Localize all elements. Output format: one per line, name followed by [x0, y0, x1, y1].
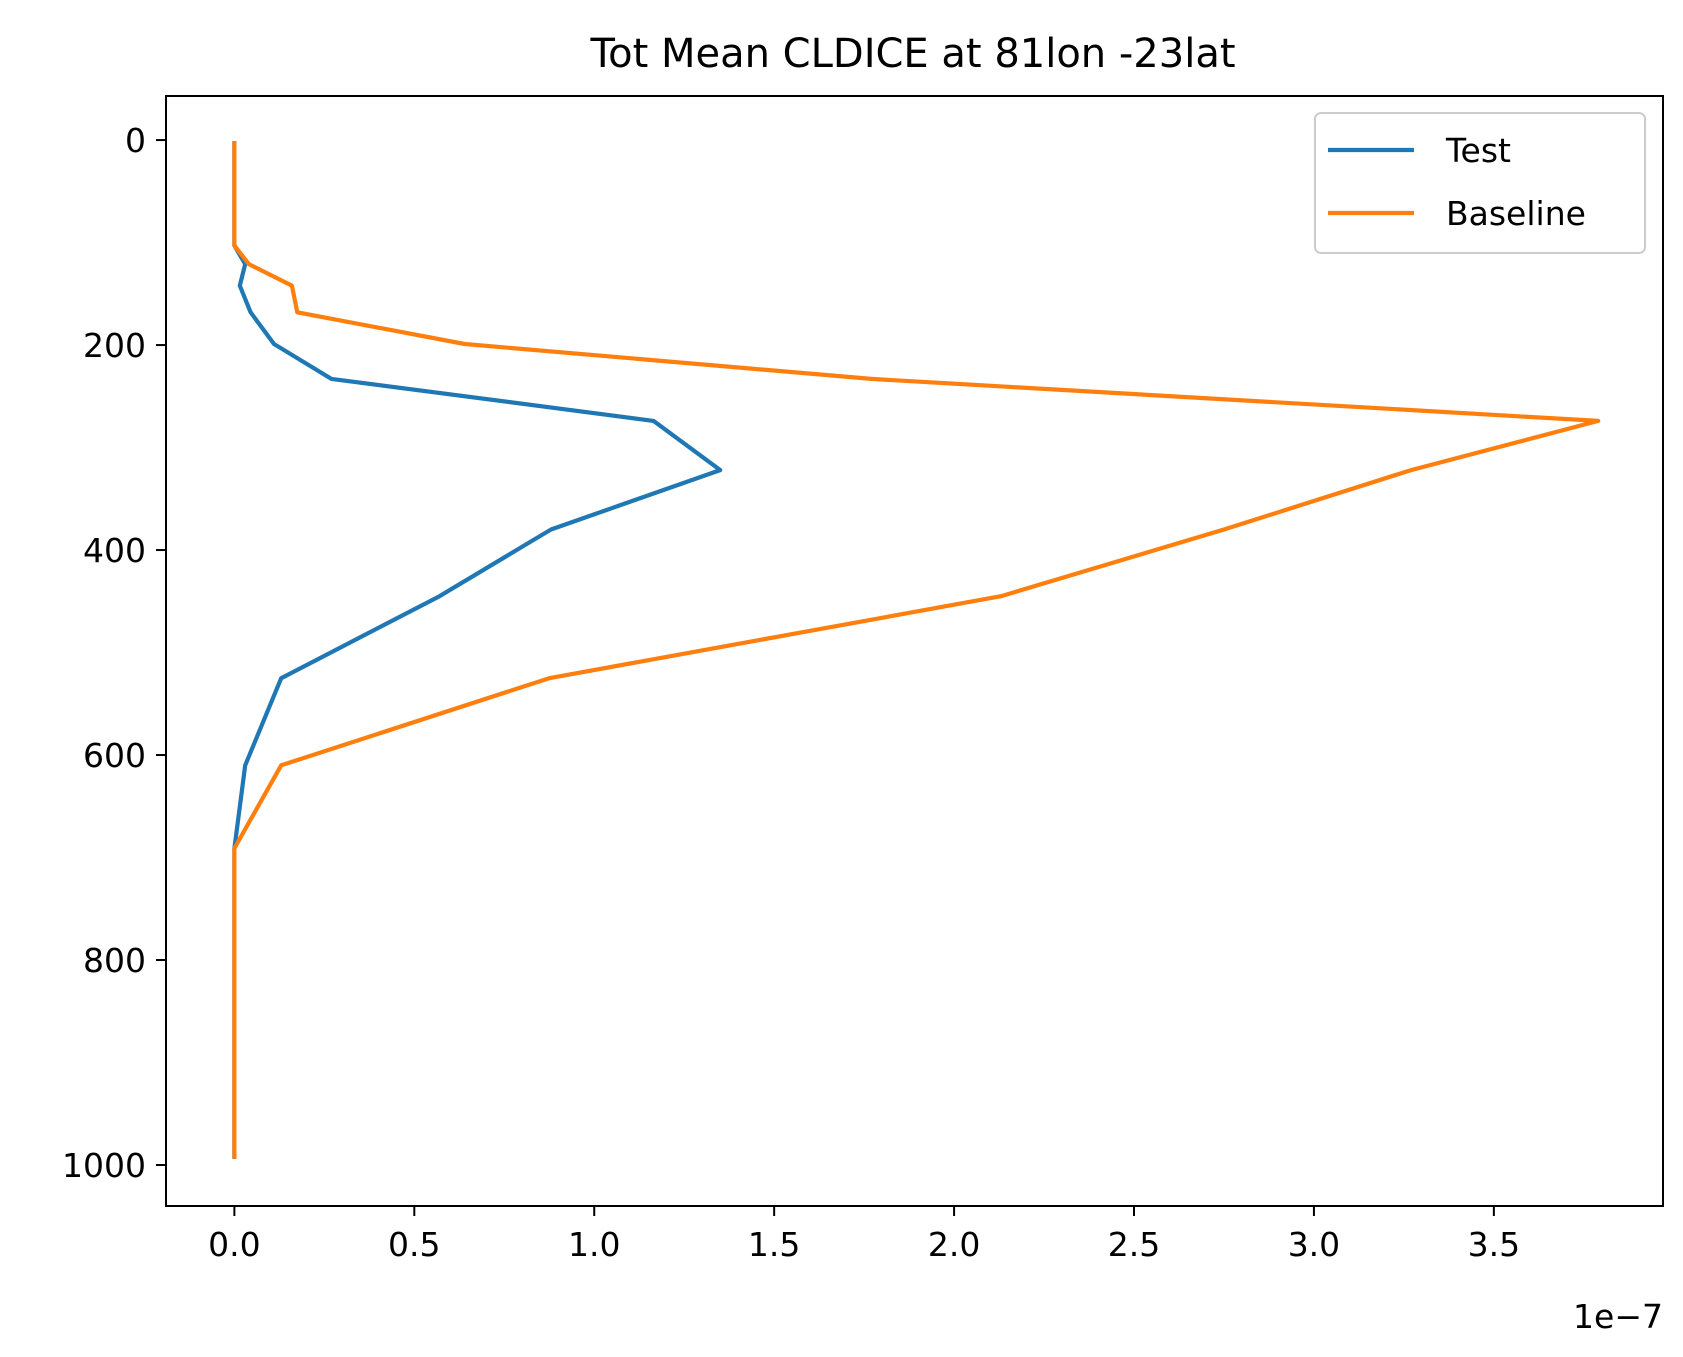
y-tick-label: 800: [83, 941, 146, 980]
series-layer: [232, 141, 1601, 1159]
axes-frame: [165, 95, 1664, 1207]
x-tick-label: 1.0: [568, 1225, 620, 1264]
x-tick-label: 0.0: [208, 1225, 260, 1264]
plot-area: [232, 141, 1601, 1159]
y-tick-label: 200: [83, 326, 146, 365]
legend-label: Test: [1445, 131, 1511, 170]
legend: Test Baseline: [1314, 112, 1646, 254]
x-tick-label: 3.5: [1468, 1225, 1520, 1264]
x-tick-label: 1.5: [748, 1225, 800, 1264]
y-tick-label: 600: [83, 736, 146, 775]
y-tick-label: 400: [83, 531, 146, 570]
x-tick-label: 2.5: [1108, 1225, 1160, 1264]
x-tick-label: 0.5: [388, 1225, 440, 1264]
y-axis: 0 200 400 600 800 1000: [62, 121, 166, 1185]
legend-label: Baseline: [1446, 194, 1586, 233]
x-tick-label: 2.0: [928, 1225, 980, 1264]
series-line-baseline: [232, 141, 1601, 1159]
chart-title: Tot Mean CLDICE at 81lon -23lat: [589, 31, 1235, 77]
x-axis: 0.0 0.5 1.0 1.5 2.0 2.5 3.0 3.5: [208, 1206, 1520, 1264]
x-tick-label: 3.0: [1288, 1225, 1340, 1264]
x-axis-offset-label: 1e−7: [1573, 1297, 1663, 1336]
y-tick-label: 1000: [62, 1146, 146, 1185]
y-tick-label: 0: [125, 121, 146, 160]
